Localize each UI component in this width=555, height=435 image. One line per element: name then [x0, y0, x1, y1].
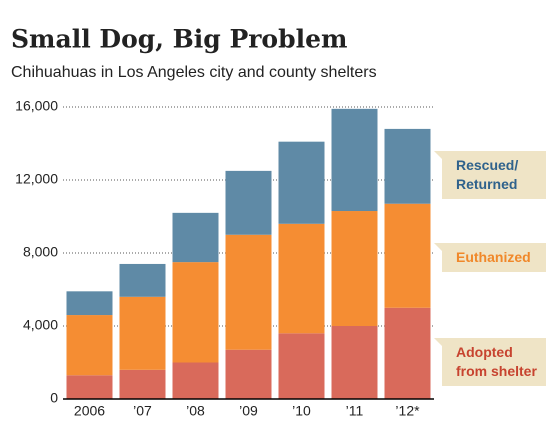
bar-segment	[225, 170, 272, 235]
legend-entry: Adopted from shelter	[434, 338, 546, 386]
x-tick-label: ’12*	[395, 403, 420, 419]
bar-segment	[384, 307, 431, 399]
legend-entry: Rescued/ Returned	[434, 151, 546, 199]
bar-segment	[66, 315, 113, 376]
bar-segment	[225, 349, 272, 399]
bar-segment	[119, 296, 166, 370]
bar-segment	[66, 375, 113, 399]
bar-segment	[384, 128, 431, 204]
bar-segment	[384, 203, 431, 308]
bar-segment	[172, 362, 219, 399]
bar-segment	[331, 211, 378, 326]
y-tick-label: 12,000	[15, 171, 58, 187]
bar-segment	[225, 234, 272, 350]
bar-segment	[119, 369, 166, 399]
y-tick-label: 8,000	[23, 244, 58, 260]
x-tick-label: ’11	[346, 403, 364, 419]
x-tick-label: ’10	[292, 403, 311, 419]
chart-subtitle: Chihuahuas in Los Angeles city and count…	[11, 64, 377, 81]
x-tick-label: 2006	[74, 403, 105, 419]
x-tick-label: ’08	[186, 403, 205, 419]
x-tick-label: ’09	[239, 403, 258, 419]
legend-entry: Euthanized	[434, 243, 546, 272]
x-tick-label: ’07	[133, 403, 152, 419]
bar-segment	[278, 333, 325, 399]
bar-segment	[172, 262, 219, 363]
y-tick-label: 16,000	[15, 98, 58, 114]
bar-segment	[278, 223, 325, 334]
bar-segment	[172, 212, 219, 263]
chart-title: Small Dog, Big Problem	[11, 25, 347, 54]
bar-segment	[119, 263, 166, 297]
bar-segment	[66, 291, 113, 316]
y-tick-label: 4,000	[23, 317, 58, 333]
y-tick-label: 0	[50, 390, 58, 406]
bar-segment	[331, 326, 378, 399]
bar-segment	[331, 108, 378, 212]
bar-segment	[278, 141, 325, 224]
